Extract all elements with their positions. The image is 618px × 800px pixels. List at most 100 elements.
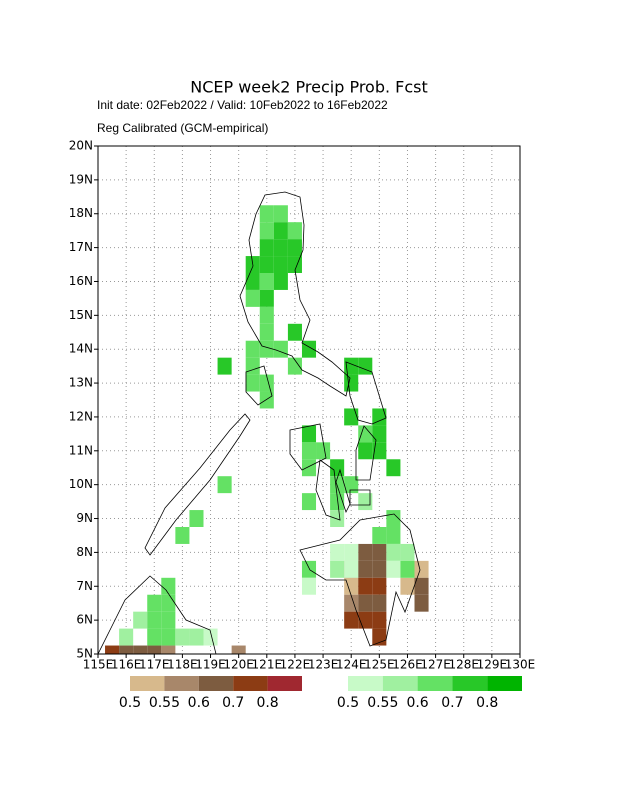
wet-cell bbox=[344, 408, 359, 426]
wet-cell bbox=[344, 560, 359, 578]
y-tick-label: 17N bbox=[69, 240, 93, 254]
y-tick-label: 16N bbox=[69, 274, 93, 288]
wet-cell bbox=[287, 222, 302, 240]
legend-swatch bbox=[487, 676, 522, 691]
legend-swatch bbox=[130, 676, 165, 691]
wet-cell bbox=[273, 222, 288, 240]
dry-cell bbox=[414, 577, 429, 595]
wet-cell bbox=[245, 357, 260, 375]
y-tick-label: 6N bbox=[76, 613, 93, 627]
wet-cell bbox=[259, 222, 274, 240]
dry-cell bbox=[414, 594, 429, 612]
x-tick-label: 116E bbox=[111, 658, 142, 672]
dry-cell bbox=[372, 594, 387, 612]
x-tick-label: 129E bbox=[477, 658, 508, 672]
wet-cell bbox=[259, 391, 274, 409]
legend-label: 0.6 bbox=[406, 695, 428, 711]
dry-cell bbox=[105, 645, 120, 654]
plot-frame bbox=[97, 145, 521, 655]
dry-cell bbox=[372, 543, 387, 561]
x-tick-label: 130E bbox=[505, 658, 536, 672]
leyte bbox=[355, 425, 377, 481]
x-tick-label: 119E bbox=[195, 658, 226, 672]
wet-cell bbox=[372, 408, 387, 426]
x-tick-label: 120E bbox=[223, 658, 254, 672]
x-tick-label: 127E bbox=[420, 658, 451, 672]
cells bbox=[105, 205, 429, 654]
wet-cell bbox=[400, 543, 415, 561]
wet-cell bbox=[301, 340, 317, 358]
wet-cell bbox=[175, 527, 190, 544]
mindanao bbox=[299, 513, 421, 647]
wet-cell bbox=[259, 306, 274, 324]
wet-cell bbox=[161, 577, 176, 595]
legend-swatch bbox=[348, 676, 383, 691]
wet-cell bbox=[245, 374, 260, 392]
legend-label: 0.55 bbox=[149, 695, 180, 711]
y-tick-label: 18N bbox=[69, 206, 93, 220]
dry-cell bbox=[147, 645, 162, 654]
dry-cell bbox=[400, 577, 415, 595]
wet-cell bbox=[273, 256, 288, 273]
wet-cell bbox=[301, 577, 317, 595]
dry-cell bbox=[358, 560, 373, 578]
legend-label: 0.5 bbox=[337, 695, 359, 711]
negros bbox=[315, 459, 341, 521]
x-tick-label: 126E bbox=[392, 658, 423, 672]
x-tick-label: 117E bbox=[139, 658, 170, 672]
wet-cell bbox=[147, 628, 162, 646]
wet-cell bbox=[287, 357, 302, 375]
x-tick-label: 125E bbox=[364, 658, 395, 672]
wet-cell bbox=[344, 476, 359, 494]
panay bbox=[289, 423, 327, 471]
wet-cell bbox=[301, 425, 317, 443]
bohol bbox=[349, 489, 371, 506]
wet-cell bbox=[358, 425, 373, 443]
wet-cell bbox=[386, 543, 401, 561]
legend-label: 0.8 bbox=[256, 695, 278, 711]
x-tick-label: 124E bbox=[336, 658, 367, 672]
legend-label: 0.7 bbox=[441, 695, 463, 711]
wet-cell bbox=[330, 510, 345, 527]
wet-cell bbox=[203, 628, 218, 646]
wet-cell bbox=[287, 323, 302, 341]
subtitle: Reg Calibrated (GCM-empirical) bbox=[97, 121, 268, 135]
x-tick-label: 115E bbox=[83, 658, 114, 672]
wet-cell bbox=[161, 611, 176, 629]
dry-cell bbox=[372, 577, 387, 595]
x-tick-label: 128E bbox=[448, 658, 479, 672]
wet-cell bbox=[259, 374, 274, 392]
wet-cell bbox=[386, 459, 401, 477]
legend-swatch bbox=[233, 676, 268, 691]
wet-cell bbox=[259, 256, 274, 273]
wet-cell bbox=[161, 594, 176, 612]
x-tick-label: 123E bbox=[308, 658, 339, 672]
coastlines bbox=[98, 191, 421, 654]
luzon bbox=[239, 191, 351, 397]
dry-cell bbox=[119, 645, 134, 654]
wet-cell bbox=[330, 560, 345, 578]
wet-cell bbox=[259, 239, 274, 257]
wet-cell bbox=[301, 442, 317, 460]
legend-swatch bbox=[164, 676, 199, 691]
dry-cell bbox=[344, 577, 359, 595]
wet-cell bbox=[259, 340, 274, 358]
y-tick-label: 8N bbox=[76, 545, 93, 559]
wet-cell bbox=[344, 357, 359, 375]
wet-cell bbox=[119, 628, 134, 646]
legend-swatch bbox=[452, 676, 488, 691]
wet-cell bbox=[386, 510, 401, 527]
y-tick-label: 9N bbox=[76, 511, 93, 525]
wet-cell bbox=[245, 289, 260, 307]
legend-swatch bbox=[417, 676, 453, 691]
wet-cell bbox=[344, 374, 359, 392]
legend-label: 0.55 bbox=[367, 695, 398, 711]
x-tick-label: 121E bbox=[252, 658, 283, 672]
dry-cell bbox=[231, 645, 246, 654]
wet-cell bbox=[330, 459, 345, 477]
wet-cell bbox=[217, 476, 232, 494]
wet-cell bbox=[273, 340, 288, 358]
wet-cell bbox=[273, 239, 288, 257]
dry-cell bbox=[133, 645, 148, 654]
wet-cell bbox=[372, 527, 387, 544]
